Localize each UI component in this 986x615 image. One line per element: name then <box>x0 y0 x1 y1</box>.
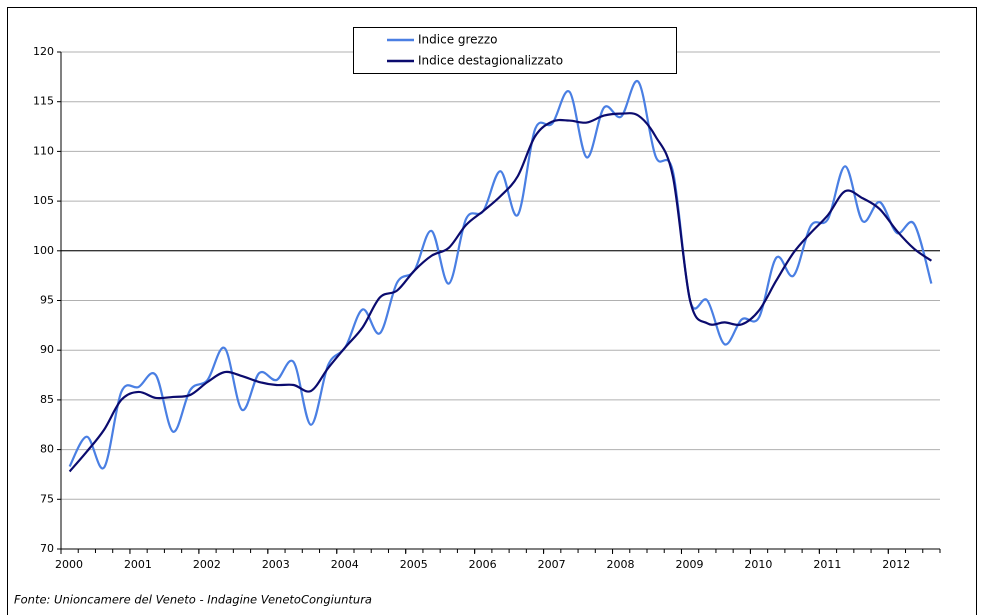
y-tick-label: 110 <box>33 144 54 157</box>
chart-frame <box>7 7 977 615</box>
y-tick-label: 100 <box>33 244 54 257</box>
x-tick-label: 2002 <box>193 558 221 571</box>
x-tick-label: 2000 <box>55 558 83 571</box>
x-tick-label: 2011 <box>813 558 841 571</box>
y-tick-label: 85 <box>40 393 54 406</box>
y-tick-label: 105 <box>33 194 54 207</box>
x-tick-label: 2010 <box>744 558 772 571</box>
x-tick-label: 2006 <box>469 558 497 571</box>
x-tick-label: 2003 <box>262 558 290 571</box>
y-tick-label: 120 <box>33 45 54 58</box>
x-tick-label: 2009 <box>675 558 703 571</box>
legend-box <box>353 27 677 74</box>
legend-label: Indice destagionalizzato <box>418 54 563 68</box>
series-line <box>68 112 933 473</box>
y-tick-label: 115 <box>33 95 54 108</box>
x-tick-label: 2001 <box>124 558 152 571</box>
y-tick-label: 75 <box>40 492 54 505</box>
x-tick-label: 2004 <box>331 558 359 571</box>
legend-label: Indice grezzo <box>418 33 498 47</box>
x-tick-label: 2005 <box>400 558 428 571</box>
y-tick-label: 90 <box>40 343 54 356</box>
source-note: Fonte: Unioncamere del Veneto - Indagine… <box>14 593 372 607</box>
y-tick-label: 95 <box>40 294 54 307</box>
y-tick-label: 80 <box>40 443 54 456</box>
y-tick-label: 70 <box>40 542 54 555</box>
x-tick-label: 2008 <box>607 558 635 571</box>
x-tick-label: 2007 <box>538 558 566 571</box>
series-line <box>68 80 933 470</box>
x-tick-label: 2012 <box>882 558 910 571</box>
